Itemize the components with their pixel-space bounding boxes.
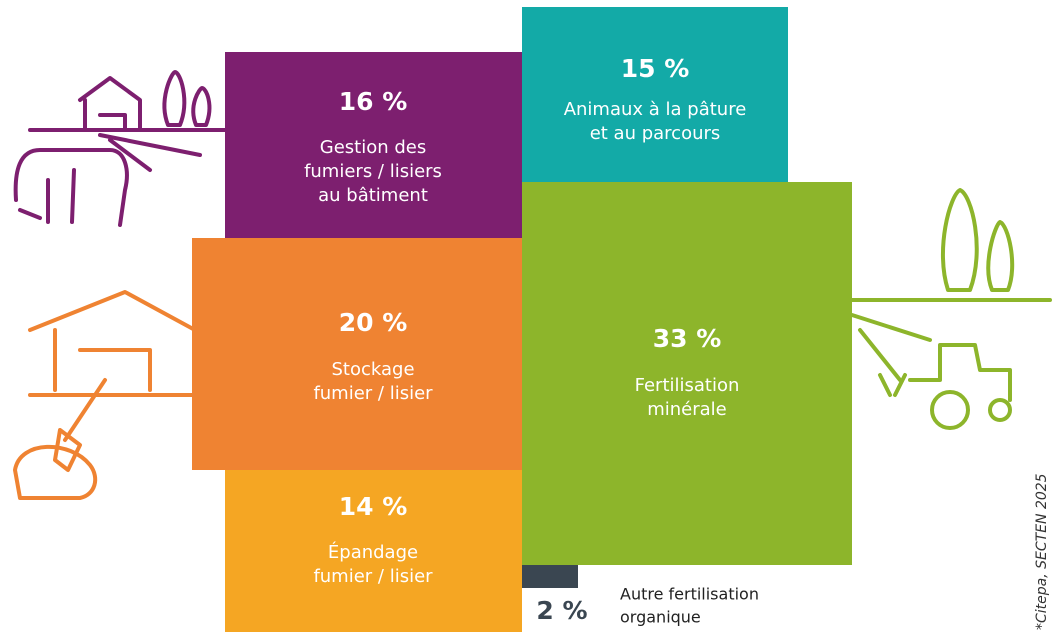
block-label: Autre fertilisation [620,585,759,604]
barn-icon [15,292,195,498]
block [522,7,788,182]
block-label: Gestion des [320,137,426,158]
block-label: organique [620,608,701,627]
percentage: 15 % [621,54,690,83]
tractor-icon [852,190,1050,428]
block-label: Épandage [328,541,418,563]
farm-icon [16,72,225,225]
block [522,182,852,565]
percentage: 14 % [339,492,408,521]
block [192,238,522,470]
block-label: au bâtiment [318,185,428,206]
percentage: 16 % [339,87,408,116]
block-label: Animaux à la pâture [564,99,747,120]
block-label: fumier / lisier [313,566,433,587]
percentage: 33 % [653,324,722,353]
infographic: 16 % Gestion des fumiers / lisiers au bâtim… [0,0,1064,634]
block [522,565,578,588]
source-note: *Citepa, SECTEN 2025 [1034,473,1050,630]
block-label: Fertilisation [635,375,740,396]
percentage: 2 % [536,596,587,625]
block-label: fumier / lisier [313,383,433,404]
block-label: et au parcours [590,123,721,144]
percentage: 20 % [339,308,408,337]
block-label: fumiers / lisiers [304,161,442,182]
block-label: minérale [647,399,727,420]
block-label: Stockage [331,359,414,380]
